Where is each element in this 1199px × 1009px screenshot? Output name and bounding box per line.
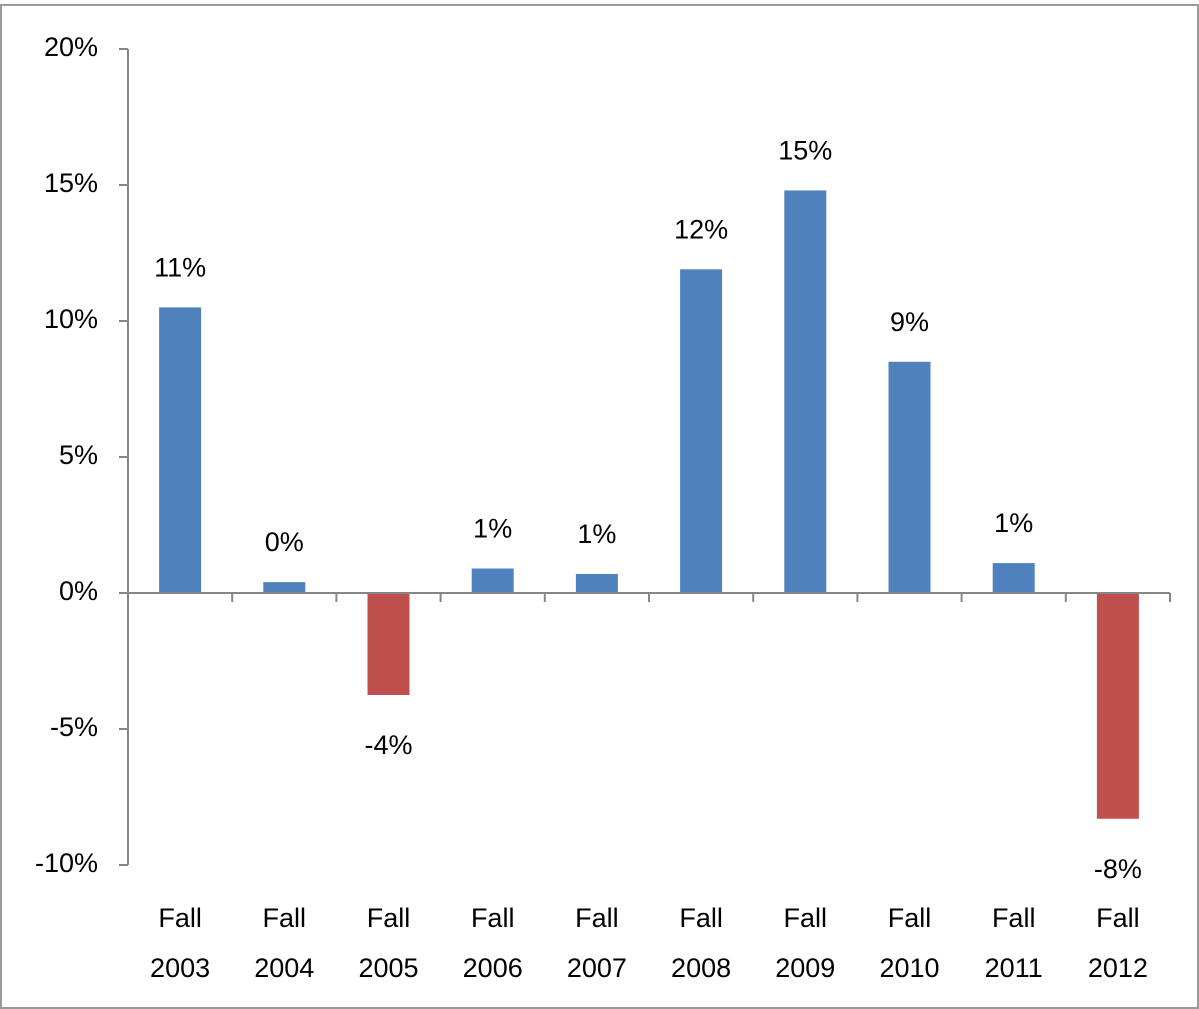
x-tick-label: Fall 2005 [358,903,418,983]
bar [263,582,306,593]
value-label: 1% [473,514,512,544]
y-tick-label: 0% [59,576,98,606]
bar [784,190,827,593]
y-tick-label: 5% [59,440,98,470]
value-label: 9% [890,307,929,337]
bar [1096,593,1139,819]
bar [992,563,1035,593]
value-label: 15% [778,136,832,166]
bar [888,361,931,593]
x-tick-label: Fall 2003 [150,903,210,983]
x-tick-label: Fall 2004 [254,903,314,983]
x-tick-label: Fall 2011 [985,903,1043,983]
value-label: 1% [577,519,616,549]
value-label: 0% [265,527,304,557]
y-tick-label: -10% [35,848,98,878]
bar [159,307,202,593]
y-tick-label: 20% [44,32,98,62]
bar [680,269,723,593]
value-label: 11% [154,253,206,283]
x-tick-label: Fall 2010 [879,903,939,983]
x-tick-label: Fall 2012 [1088,903,1148,983]
bar [575,573,618,593]
y-tick-label: -5% [50,712,98,742]
value-label: -4% [364,730,412,760]
x-tick-label: Fall 2008 [671,903,731,983]
bar [471,568,514,593]
x-tick-label: Fall 2007 [567,903,627,983]
value-label: 1% [994,508,1033,538]
bar [367,593,410,695]
x-tick-label: Fall 2006 [463,903,523,983]
x-tick-label: Fall 2009 [775,903,835,983]
value-label: -8% [1094,854,1142,884]
y-tick-label: 15% [44,168,98,198]
y-tick-label: 10% [44,304,98,334]
value-label: 12% [674,214,728,244]
